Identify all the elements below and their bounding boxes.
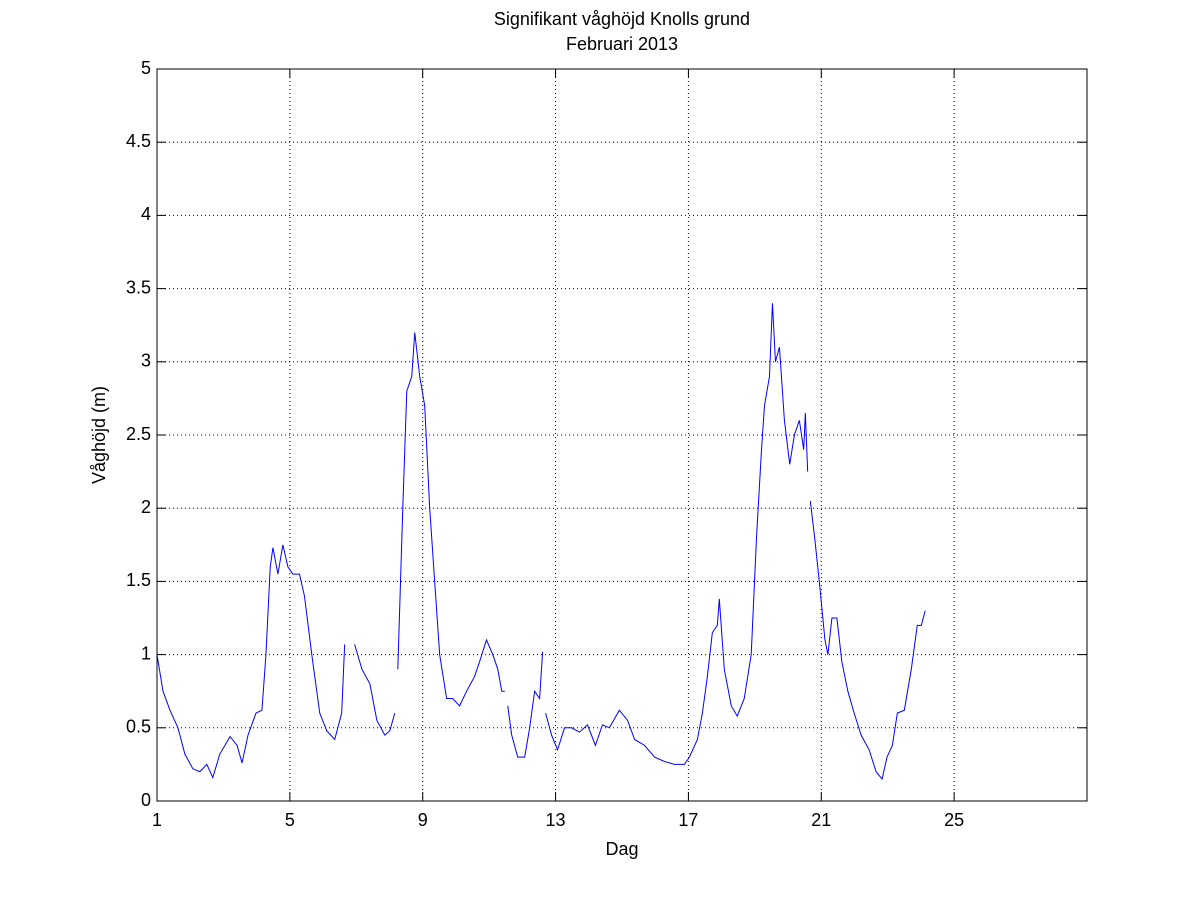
y-tick-label: 4 bbox=[141, 204, 151, 224]
x-axis-label: Dag bbox=[605, 839, 638, 859]
x-tick-label: 9 bbox=[418, 810, 428, 830]
x-tick-label: 5 bbox=[285, 810, 295, 830]
y-tick-label: 1.5 bbox=[126, 570, 151, 590]
y-tick-label: 3 bbox=[141, 351, 151, 371]
y-tick-label: 5 bbox=[141, 58, 151, 78]
y-tick-label: 2 bbox=[141, 497, 151, 517]
chart-subtitle: Februari 2013 bbox=[566, 34, 678, 54]
x-tick-label: 1 bbox=[152, 810, 162, 830]
x-tick-label: 17 bbox=[678, 810, 698, 830]
x-tick-label: 21 bbox=[811, 810, 831, 830]
y-tick-label: 4.5 bbox=[126, 131, 151, 151]
y-tick-label: 0.5 bbox=[126, 717, 151, 737]
y-tick-label: 3.5 bbox=[126, 277, 151, 297]
chart-title: Signifikant våghöjd Knolls grund bbox=[494, 9, 750, 29]
data-line bbox=[156, 303, 926, 781]
y-axis-label: Våghöjd (m) bbox=[89, 386, 109, 484]
y-tick-label: 0 bbox=[141, 790, 151, 810]
y-tick-label: 2.5 bbox=[126, 424, 151, 444]
y-tick-label: 1 bbox=[141, 643, 151, 663]
x-tick-label: 13 bbox=[546, 810, 566, 830]
x-tick-label: 25 bbox=[944, 810, 964, 830]
